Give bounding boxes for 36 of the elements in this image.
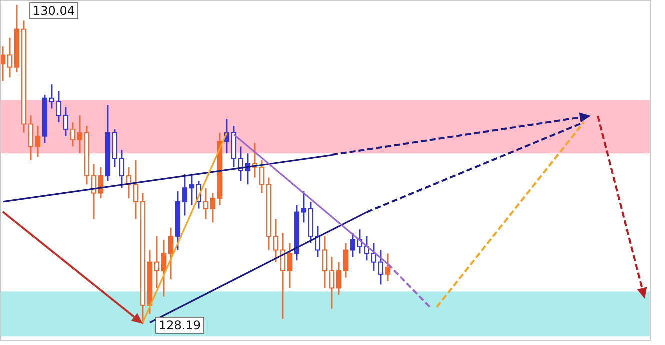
candlestick	[168, 227, 174, 280]
candlestick	[182, 174, 188, 216]
candlestick	[344, 242, 348, 279]
candlestick	[78, 114, 82, 154]
candlestick	[154, 236, 160, 289]
candlestick	[350, 232, 356, 258]
candlestick	[28, 114, 34, 162]
annotation: 130.04	[33, 4, 75, 18]
candlestick	[36, 125, 40, 158]
candlestick	[316, 225, 320, 258]
candlestick	[336, 262, 342, 296]
candlestick	[386, 253, 390, 282]
candlestick	[98, 166, 104, 200]
candlestick	[204, 187, 208, 220]
candlestick	[8, 37, 12, 78]
candlestick	[260, 160, 264, 194]
candlestick	[50, 84, 54, 110]
candlestick	[274, 218, 278, 264]
annotation: 128.19	[159, 318, 201, 332]
candlestick	[280, 232, 286, 320]
candlestick	[64, 106, 68, 138]
candlestick	[322, 236, 328, 289]
candlestick	[120, 149, 124, 189]
candlestick	[0, 46, 6, 82]
candlestick	[134, 160, 138, 220]
candlestick	[92, 163, 96, 220]
candlestick	[190, 175, 194, 206]
candlestick	[378, 250, 384, 286]
candlestick	[372, 242, 376, 272]
candlestick	[330, 256, 334, 310]
candlestick	[302, 190, 306, 224]
candlestick	[162, 239, 166, 298]
candlestick	[210, 192, 216, 224]
candlestick	[70, 122, 76, 148]
candlestick	[288, 242, 292, 289]
candlestick	[56, 90, 62, 124]
